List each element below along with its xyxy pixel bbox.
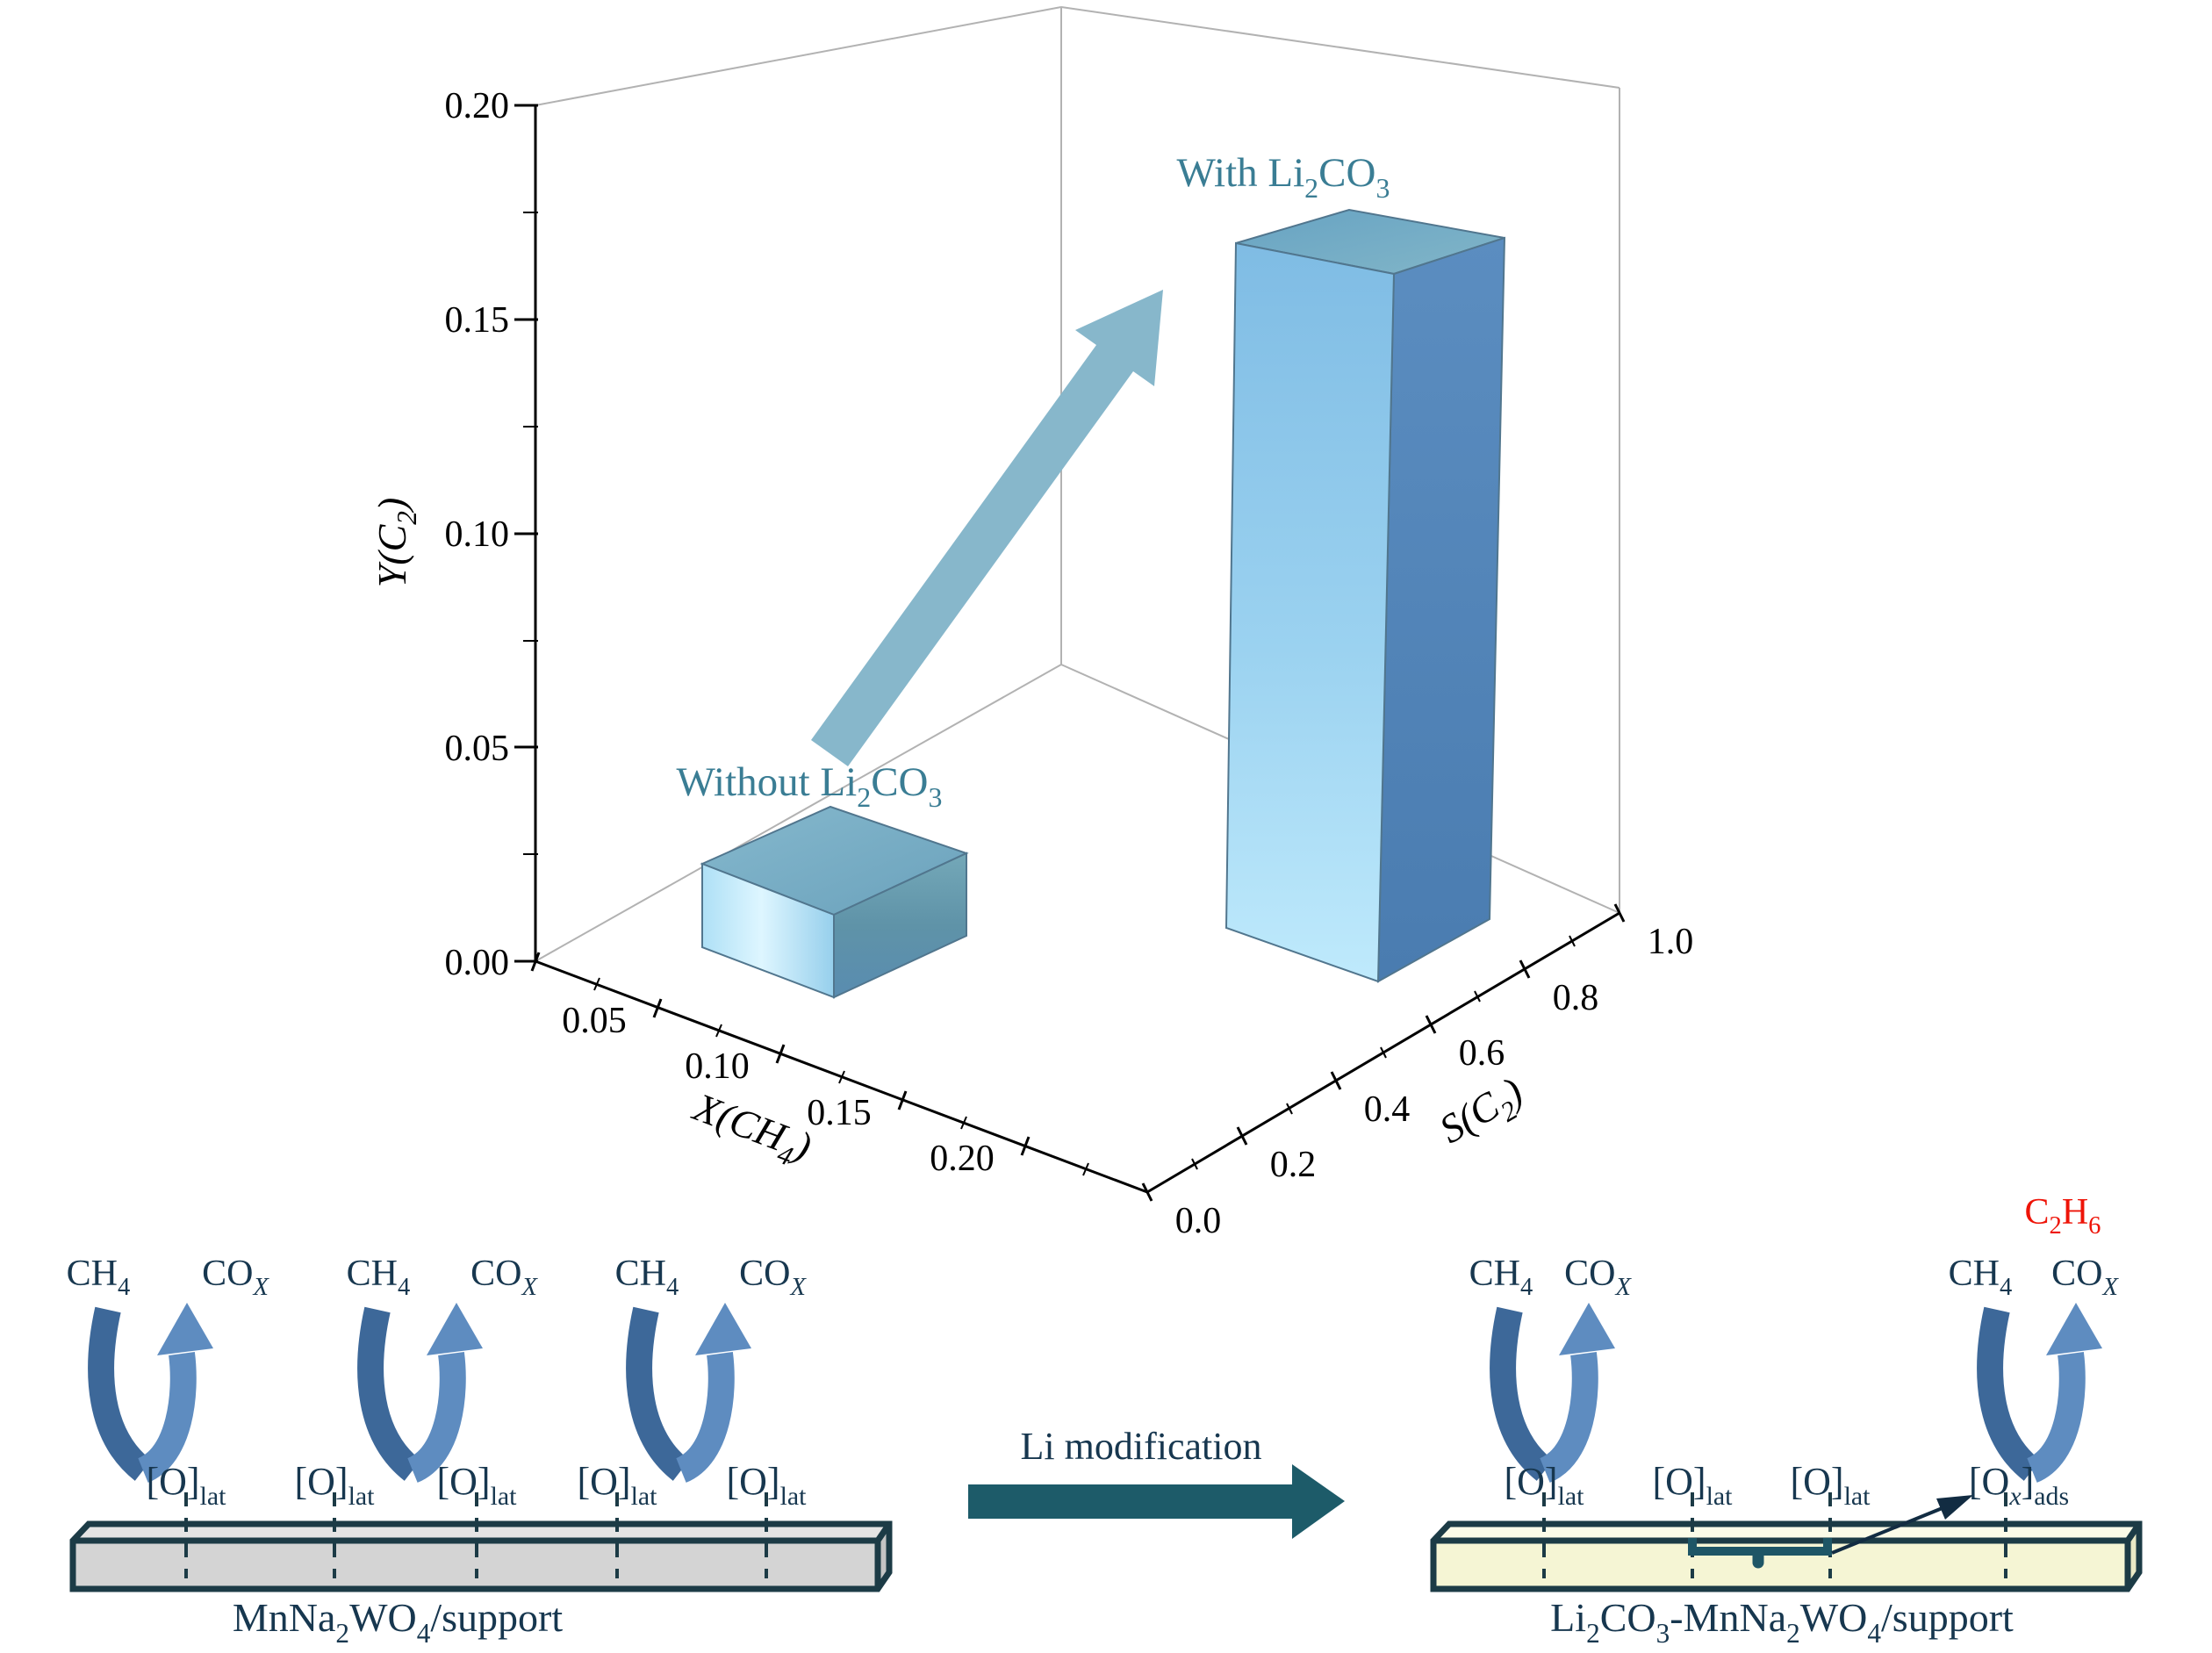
o-lat-label: [O]lat bbox=[1653, 1460, 1734, 1511]
chart-3d-panel: 0.20 0.15 0.10 0.05 0.00 0.05 0.10 0.15 … bbox=[370, 6, 1694, 1241]
ox-ads-label: [Ox]ads bbox=[1969, 1460, 2069, 1511]
y-tick-label: 0.15 bbox=[445, 300, 510, 341]
u-arrow-right-1 bbox=[1503, 1303, 1615, 1470]
y-tick-label: 0.00 bbox=[445, 943, 510, 983]
o-lat-label: [O]lat bbox=[437, 1460, 518, 1511]
s-tick-label: 0.8 bbox=[1553, 978, 1599, 1018]
li-mod-arrow-body bbox=[968, 1484, 1292, 1519]
ch4-label: CH4 bbox=[615, 1254, 679, 1301]
li-modification-label: Li modification bbox=[1021, 1425, 1262, 1468]
u-arrow-left-1 bbox=[101, 1303, 213, 1470]
o-lat-label: [O]lat bbox=[147, 1460, 227, 1511]
catalyst-slab-right-outline bbox=[1430, 1520, 2143, 1592]
x-axis-tick-labels: 0.05 0.10 0.15 0.20 bbox=[562, 1001, 995, 1179]
ch4-label: CH4 bbox=[1469, 1254, 1533, 1301]
c2h6-label: C2H6 bbox=[2025, 1192, 2101, 1240]
u-arrow-left-3 bbox=[639, 1303, 751, 1470]
s-axis-ticks bbox=[1141, 903, 1626, 1202]
slab-right-top-face bbox=[1433, 1524, 2139, 1541]
bar-with-front-face bbox=[1224, 241, 1396, 983]
cox-label: COX bbox=[2051, 1254, 2119, 1301]
o-lat-label: [O]lat bbox=[727, 1460, 808, 1511]
li-mod-arrowhead-icon bbox=[1292, 1464, 1345, 1539]
o-lat-label: [O]lat bbox=[578, 1460, 658, 1511]
x-tick-label: 0.20 bbox=[930, 1139, 995, 1179]
y-axis-ticks bbox=[514, 104, 538, 963]
ch4-label: CH4 bbox=[347, 1254, 411, 1301]
o-lat-label: [O]lat bbox=[1791, 1460, 1871, 1511]
bar-without-front-face bbox=[701, 862, 835, 999]
right-slab-caption: Li2CO3-MnNa2WO4/support bbox=[1550, 1595, 2014, 1649]
bar-with-label: With Li2CO3 bbox=[1177, 150, 1390, 204]
y-tick-label: 0.05 bbox=[445, 729, 510, 769]
bar-with-side-face bbox=[1376, 236, 1506, 983]
slab-left-top-face bbox=[73, 1524, 889, 1541]
ch4-label: CH4 bbox=[1949, 1254, 2013, 1301]
y-axis-tick-labels: 0.20 0.15 0.10 0.05 0.00 bbox=[445, 86, 510, 983]
cox-label: COX bbox=[470, 1254, 538, 1301]
x-tick-label: 0.15 bbox=[807, 1093, 872, 1133]
s-tick-label: 0.0 bbox=[1175, 1201, 1222, 1241]
bar-with-li2co3 bbox=[1224, 208, 1506, 983]
s-tick-label: 1.0 bbox=[1648, 922, 1694, 962]
o-lat-label: [O]lat bbox=[295, 1460, 376, 1511]
u-arrow-right-2 bbox=[1990, 1303, 2102, 1470]
catalyst-slab-left-outline bbox=[69, 1520, 893, 1592]
oxygen-site-labels: [O]lat [O]lat [O]lat [O]lat [O]lat [O]la… bbox=[147, 1460, 2070, 1511]
molecule-labels: CH4 COX CH4 COX CH4 COX CH4 COX CH4 COX … bbox=[67, 1192, 2120, 1301]
x-tick-label: 0.05 bbox=[562, 1001, 627, 1041]
s-axis-title: S(C2) bbox=[1432, 1068, 1534, 1159]
bar-without-label: Without Li2CO3 bbox=[677, 759, 943, 813]
ox-ads-pointer-arrow bbox=[1831, 1495, 1973, 1555]
u-arrow-left-2 bbox=[370, 1303, 483, 1470]
y-tick-label: 0.20 bbox=[445, 86, 510, 126]
cox-label: COX bbox=[739, 1254, 807, 1301]
molten-li2co3-patch bbox=[1688, 1538, 1832, 1569]
ch4-label: CH4 bbox=[67, 1254, 131, 1301]
s-axis-tick-labels: 0.0 0.2 0.4 0.6 0.8 1.0 bbox=[1175, 922, 1694, 1241]
cox-label: COX bbox=[202, 1254, 269, 1301]
x-axis-ticks bbox=[530, 952, 1089, 1176]
cox-label: COX bbox=[1564, 1254, 1632, 1301]
left-slab-caption: MnNa2WO4/support bbox=[233, 1595, 563, 1649]
s-tick-label: 0.2 bbox=[1270, 1145, 1317, 1185]
s-tick-label: 0.4 bbox=[1364, 1089, 1411, 1130]
improvement-arrow-icon bbox=[811, 290, 1163, 766]
x-axis-title: X(CH4) bbox=[684, 1083, 817, 1176]
li-modification-arrow bbox=[968, 1464, 1345, 1539]
x-tick-label: 0.10 bbox=[685, 1046, 750, 1087]
mechanism-scheme: CH4 COX CH4 COX CH4 COX CH4 COX CH4 COX … bbox=[67, 1192, 2143, 1649]
y-axis-title: Y(C2) bbox=[370, 498, 422, 588]
s-tick-label: 0.6 bbox=[1459, 1033, 1505, 1074]
catalyst-slab-right bbox=[1433, 1524, 2139, 1589]
pointer-arrowhead-icon bbox=[1936, 1495, 1973, 1520]
y-tick-label: 0.10 bbox=[445, 514, 510, 555]
bar-without-li2co3 bbox=[700, 805, 969, 999]
o-lat-label: [O]lat bbox=[1505, 1460, 1585, 1511]
